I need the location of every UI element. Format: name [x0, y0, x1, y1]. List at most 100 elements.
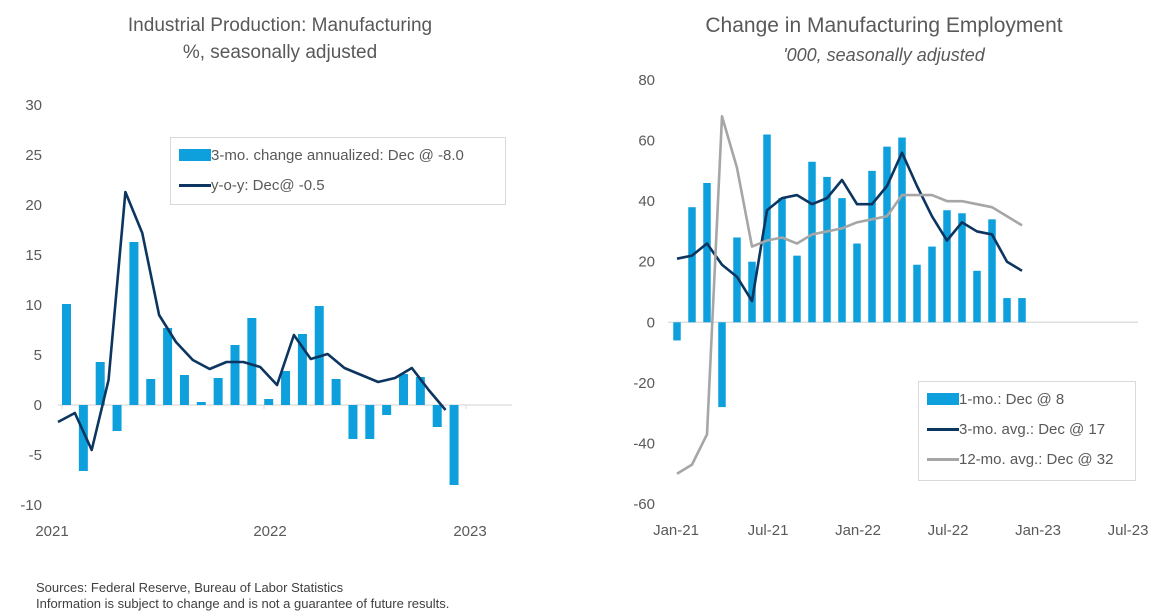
bar — [688, 207, 696, 323]
bar — [112, 405, 122, 431]
legend-item-12mo-avg: 12-mo. avg.: Dec @ 32 — [919, 444, 1135, 474]
x-tick-label: Jan-21 — [653, 522, 699, 539]
bar — [958, 213, 966, 323]
bar — [673, 322, 681, 341]
right-plot-area: 80 60 40 20 0 -20 -40 -60 Jan-21 Jul-21 Jan-22 Jul-… — [633, 72, 1148, 539]
x-tick-label: Jul-22 — [928, 522, 969, 539]
series-line — [676, 151, 1023, 303]
left-plot-area: 30 25 20 15 10 5 0 -5 -10 2021 2022 2023 — [20, 97, 512, 540]
legend-label: 12-mo. avg.: Dec @ 32 — [959, 450, 1114, 468]
bar — [264, 399, 274, 405]
right-legend: 1-mo.: Dec @ 8 3-mo. avg.: Dec @ 17 12-m… — [918, 381, 1136, 481]
bar — [943, 210, 951, 323]
y-tick-label: -60 — [633, 496, 655, 513]
y-tick-label: 40 — [638, 193, 655, 210]
y-tick-label: 30 — [25, 97, 42, 114]
series-line — [676, 115, 1023, 475]
bar — [146, 379, 156, 405]
y-tick-label: -5 — [29, 447, 42, 464]
y-tick-label: 80 — [638, 72, 655, 89]
disclaimer-text: Information is subject to change and is … — [36, 596, 450, 611]
x-tick-label: Jul-23 — [1108, 522, 1149, 539]
bar — [365, 405, 375, 439]
bar — [432, 405, 442, 427]
footer-notes: Sources: Federal Reserve, Bureau of Labo… — [36, 580, 449, 612]
bar — [988, 219, 996, 323]
bar — [230, 345, 240, 405]
bar — [718, 322, 726, 408]
bar — [247, 318, 257, 405]
bar — [763, 134, 771, 323]
bar — [179, 375, 189, 405]
legend-label: 1-mo.: Dec @ 8 — [959, 390, 1065, 408]
bar — [297, 334, 307, 405]
bar — [78, 405, 88, 471]
bar — [793, 255, 801, 323]
x-tick-label: 2022 — [253, 523, 286, 540]
bar — [95, 362, 105, 405]
bar — [415, 377, 425, 405]
bar — [213, 378, 223, 405]
bar — [129, 242, 139, 405]
bar — [703, 182, 711, 323]
line-swatch-icon — [927, 457, 959, 461]
bar — [733, 237, 741, 323]
y-tick-label: 5 — [34, 347, 42, 364]
x-tick-label: Jan-22 — [835, 522, 881, 539]
bar-swatch-icon — [179, 149, 211, 161]
bar — [163, 328, 173, 405]
bar — [382, 405, 392, 415]
bar — [348, 405, 358, 439]
x-tick-label: Jul-21 — [748, 522, 789, 539]
bar — [898, 137, 906, 323]
y-tick-label: 15 — [25, 247, 42, 264]
y-tick-label: -10 — [20, 497, 42, 514]
bar — [1003, 298, 1011, 323]
legend-item-yoy: y-o-y: Dec@ -0.5 — [171, 170, 505, 200]
y-tick-label: 20 — [25, 197, 42, 214]
y-tick-label: 0 — [647, 314, 655, 331]
bar — [778, 198, 786, 323]
y-tick-label: 60 — [638, 133, 655, 150]
bar — [748, 261, 756, 323]
line-swatch-icon — [179, 183, 211, 187]
left-legend: 3-mo. change annualized: Dec @ -8.0 y-o-… — [170, 137, 506, 205]
bar — [928, 246, 936, 323]
bar — [281, 371, 291, 405]
bar — [823, 176, 831, 323]
bar — [973, 270, 981, 323]
legend-label: 3-mo. avg.: Dec @ 17 — [959, 420, 1106, 438]
sources-text: Sources: Federal Reserve, Bureau of Labo… — [36, 580, 344, 595]
y-tick-label: -20 — [633, 375, 655, 392]
legend-label: y-o-y: Dec@ -0.5 — [211, 176, 325, 194]
bar — [62, 304, 71, 405]
legend-label: 3-mo. change annualized: Dec @ -8.0 — [211, 146, 464, 164]
y-tick-label: 20 — [638, 254, 655, 271]
bar — [1018, 298, 1026, 323]
bar — [868, 170, 876, 323]
left-chart-subtitle: %, seasonally adjusted — [182, 42, 378, 63]
y-tick-label: 10 — [25, 297, 42, 314]
bar — [449, 405, 459, 485]
line-swatch-icon — [927, 427, 959, 431]
y-tick-label: -40 — [633, 435, 655, 452]
legend-item-3mo-change: 3-mo. change annualized: Dec @ -8.0 — [171, 140, 505, 170]
bar — [883, 146, 891, 323]
bar — [913, 264, 921, 323]
x-tick-label: Jan-23 — [1015, 522, 1061, 539]
bar — [838, 198, 846, 323]
series-line — [57, 190, 447, 452]
left-chart-title: Industrial Production: Manufacturing — [127, 15, 433, 36]
bar — [853, 243, 861, 323]
x-tick-label: 2023 — [453, 523, 486, 540]
right-chart-subtitle: '000, seasonally adjusted — [783, 45, 985, 65]
y-tick-label: 0 — [34, 397, 42, 414]
bar — [808, 161, 816, 323]
bar — [196, 402, 206, 405]
bar — [399, 374, 408, 405]
bar-swatch-icon — [927, 393, 959, 405]
bar — [331, 379, 341, 405]
legend-item-1mo: 1-mo.: Dec @ 8 — [919, 384, 1135, 414]
y-tick-label: 25 — [25, 147, 42, 164]
